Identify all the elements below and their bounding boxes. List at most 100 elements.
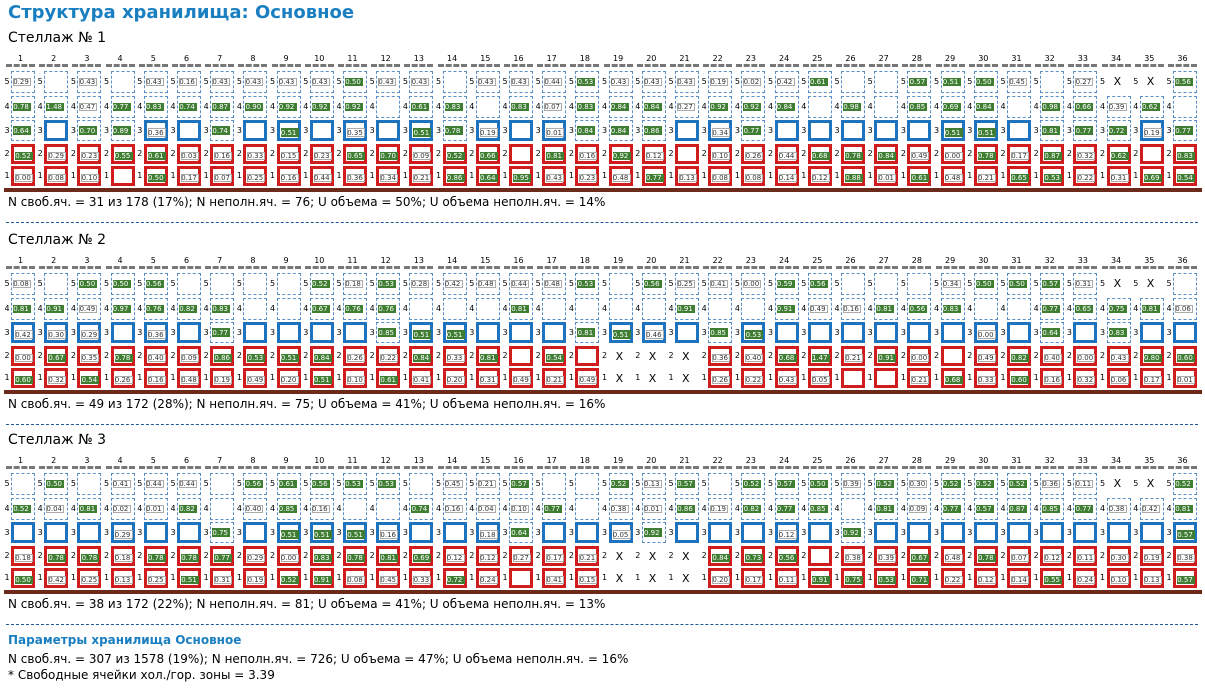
storage-cell[interactable]: 0.57	[675, 473, 699, 495]
storage-cell[interactable]: 0.52	[309, 273, 334, 295]
storage-cell[interactable]	[874, 71, 899, 93]
storage-cell[interactable]: 0.01	[1173, 368, 1197, 388]
storage-cell[interactable]: 0.92	[841, 522, 865, 543]
storage-cell[interactable]: 0.62	[1139, 96, 1164, 118]
storage-cell[interactable]: 0.29	[110, 522, 135, 543]
storage-cell[interactable]	[973, 522, 998, 543]
storage-cell[interactable]: 0.77	[940, 498, 965, 520]
storage-cell[interactable]	[1007, 120, 1031, 141]
storage-cell[interactable]: 0.51	[973, 120, 998, 141]
storage-cell[interactable]	[1007, 96, 1031, 118]
storage-cell[interactable]: 0.51	[442, 322, 467, 343]
storage-cell[interactable]: 0.43	[641, 71, 666, 93]
storage-cell[interactable]: 0.00	[741, 273, 766, 295]
storage-cell[interactable]: 0.13	[675, 166, 699, 186]
storage-cell[interactable]: 0.29	[44, 144, 69, 164]
storage-cell[interactable]: 0.84	[409, 346, 434, 366]
storage-cell[interactable]: 0.15	[276, 144, 301, 164]
storage-cell[interactable]	[708, 522, 733, 543]
storage-cell[interactable]	[1173, 322, 1197, 343]
storage-cell[interactable]: 0.00	[11, 166, 35, 186]
storage-cell[interactable]: 0.02	[741, 71, 766, 93]
storage-cell[interactable]: 0.50	[77, 273, 102, 295]
storage-cell[interactable]	[741, 298, 766, 320]
storage-cell[interactable]: 0.49	[243, 368, 268, 388]
storage-cell[interactable]	[841, 71, 865, 93]
storage-cell[interactable]	[774, 322, 799, 343]
storage-cell[interactable]: 0.75	[841, 568, 865, 588]
storage-cell[interactable]	[44, 522, 69, 543]
storage-cell[interactable]: 0.27	[1073, 71, 1098, 93]
storage-cell[interactable]: 0.43	[210, 71, 235, 93]
storage-cell[interactable]: 0.08	[741, 166, 766, 186]
storage-cell[interactable]: 0.33	[973, 368, 998, 388]
storage-cell[interactable]: 0.42	[44, 568, 69, 588]
storage-cell[interactable]: 0.49	[575, 368, 600, 388]
storage-cell[interactable]: 0.50	[143, 166, 168, 186]
storage-cell[interactable]: 0.51	[276, 522, 301, 543]
storage-cell[interactable]: 0.43	[608, 71, 633, 93]
storage-cell[interactable]	[675, 522, 699, 543]
storage-cell[interactable]: 0.69	[409, 546, 434, 566]
storage-cell[interactable]: 0.50	[110, 273, 135, 295]
storage-cell[interactable]: 0.77	[1073, 498, 1098, 520]
storage-cell[interactable]: 0.85	[807, 498, 832, 520]
storage-cell[interactable]: 0.04	[44, 498, 69, 520]
storage-cell[interactable]: 0.87	[210, 96, 235, 118]
storage-cell[interactable]: 0.51	[343, 522, 367, 543]
storage-cell[interactable]	[309, 322, 334, 343]
storage-cell[interactable]: 0.85	[708, 322, 733, 343]
storage-cell[interactable]	[841, 273, 865, 295]
storage-cell[interactable]: 0.84	[708, 546, 733, 566]
storage-cell[interactable]: 0.74	[409, 498, 434, 520]
storage-cell[interactable]: 0.92	[309, 96, 334, 118]
storage-cell[interactable]: 0.20	[708, 568, 733, 588]
storage-cell[interactable]: 0.78	[973, 546, 998, 566]
storage-cell[interactable]	[807, 322, 832, 343]
storage-cell[interactable]	[575, 346, 600, 366]
storage-cell[interactable]	[243, 322, 268, 343]
storage-cell[interactable]: 0.86	[641, 120, 666, 141]
storage-cell[interactable]: 0.46	[641, 322, 666, 343]
storage-cell[interactable]	[641, 298, 666, 320]
storage-cell[interactable]: 0.66	[1073, 96, 1098, 118]
storage-cell[interactable]: 0.27	[509, 546, 533, 566]
storage-cell[interactable]	[940, 322, 965, 343]
storage-cell[interactable]	[509, 144, 533, 164]
storage-cell[interactable]: 0.19	[1139, 120, 1164, 141]
storage-cell[interactable]: 0.77	[110, 96, 135, 118]
storage-cell[interactable]: 0.67	[907, 546, 932, 566]
storage-cell[interactable]: 0.36	[143, 322, 168, 343]
storage-cell[interactable]: 0.53	[575, 273, 600, 295]
storage-cell[interactable]: 0.31	[1073, 273, 1098, 295]
storage-cell[interactable]: 0.81	[376, 546, 401, 566]
storage-cell[interactable]: 0.08	[708, 166, 733, 186]
storage-cell[interactable]: 0.35	[343, 120, 367, 141]
storage-cell[interactable]: 0.19	[243, 568, 268, 588]
storage-cell[interactable]: 0.76	[343, 298, 367, 320]
storage-cell[interactable]: 0.05	[807, 368, 832, 388]
storage-cell[interactable]: 0.08	[44, 166, 69, 186]
storage-cell[interactable]: 0.77	[210, 322, 235, 343]
storage-cell[interactable]: 0.61	[807, 71, 832, 93]
storage-cell[interactable]: 0.62	[1106, 144, 1131, 164]
storage-cell[interactable]: 0.49	[907, 144, 932, 164]
storage-cell[interactable]: 0.80	[1139, 346, 1164, 366]
storage-cell[interactable]: 0.74	[177, 96, 201, 118]
storage-cell[interactable]: 0.23	[575, 166, 600, 186]
storage-cell[interactable]: 0.09	[409, 144, 434, 164]
storage-cell[interactable]	[940, 522, 965, 543]
storage-cell[interactable]: 0.00	[11, 346, 35, 366]
storage-cell[interactable]: 0.83	[143, 96, 168, 118]
storage-cell[interactable]: 0.64	[509, 522, 533, 543]
storage-cell[interactable]: 0.85	[1040, 498, 1065, 520]
storage-cell[interactable]: 0.16	[276, 166, 301, 186]
storage-cell[interactable]: 0.85	[907, 96, 932, 118]
storage-cell[interactable]: 0.43	[276, 71, 301, 93]
storage-cell[interactable]	[575, 498, 600, 520]
storage-cell[interactable]	[243, 298, 268, 320]
storage-cell[interactable]: 0.36	[343, 166, 367, 186]
storage-cell[interactable]: 0.00	[1073, 346, 1098, 366]
storage-cell[interactable]	[1073, 522, 1098, 543]
storage-cell[interactable]: 0.70	[376, 144, 401, 164]
